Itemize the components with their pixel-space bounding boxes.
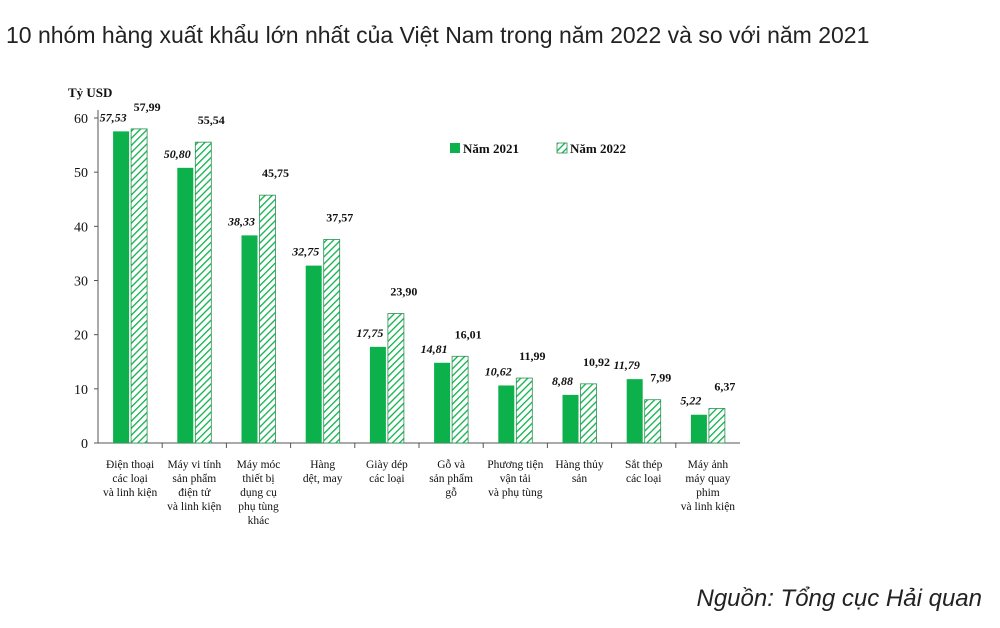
- data-label-2022: 16,01: [455, 327, 482, 341]
- category-label: Hàng thủy sản: [555, 459, 603, 485]
- category-label-line: dệt, may: [303, 473, 343, 485]
- data-label-2022: 10,92: [583, 355, 610, 369]
- category-label-line: phụ tùng: [238, 501, 279, 513]
- bar-2022: [323, 239, 341, 444]
- category-label-line: phim: [696, 487, 720, 499]
- source-note: Nguồn: Tổng cục Hải quan: [696, 585, 982, 612]
- y-tick-label: 60: [74, 112, 88, 127]
- category-label-line: và linh kiện: [103, 487, 158, 499]
- y-tick-label: 10: [74, 383, 88, 398]
- data-label-2021: 17,75: [356, 326, 383, 340]
- category-label-line: Máy vi tính: [167, 459, 221, 471]
- data-label-2021: 57,53: [100, 110, 127, 124]
- data-label-2021: 32,75: [291, 245, 319, 259]
- data-label-2022: 55,54: [198, 113, 225, 127]
- bar-2021: [369, 346, 386, 443]
- data-label-2022: 7,99: [650, 371, 671, 385]
- data-label-2022: 45,75: [262, 166, 289, 180]
- category-label-line: các loại: [112, 473, 147, 485]
- legend-swatch-2021: [450, 143, 460, 153]
- category-label-line: các loại: [369, 473, 404, 485]
- y-tick-label: 30: [74, 275, 88, 290]
- category-label-line: sản: [572, 473, 588, 485]
- category-label-line: Hàng thủy: [555, 459, 603, 471]
- category-label-line: Giày dép: [366, 459, 408, 471]
- bar-2022: [130, 128, 148, 444]
- category-label: Máy móc thiết bị dụng cụ phụ tùng khác: [237, 459, 281, 527]
- category-label-line: và linh kiện: [167, 501, 222, 513]
- bar-2022: [644, 399, 662, 444]
- category-label-line: các loại: [626, 473, 661, 485]
- bar-2021: [177, 167, 194, 444]
- category-label-line: gỗ: [445, 486, 457, 499]
- y-tick-label: 0: [81, 437, 88, 452]
- bar-2021: [305, 265, 322, 443]
- data-label-2022: 6,37: [714, 379, 735, 393]
- category-label-line: thiết bị: [242, 472, 274, 485]
- data-label-2021: 5,22: [680, 394, 701, 408]
- category-label-line: sản phẩm: [429, 472, 473, 485]
- data-label-2022: 37,57: [326, 210, 353, 224]
- data-label-2021: 14,81: [421, 342, 448, 356]
- data-label-2021: 50,80: [164, 147, 191, 161]
- category-label-line: điện tử: [178, 487, 211, 499]
- category-label-line: Gỗ và: [437, 458, 465, 471]
- category-label: Hàng dệt, may: [303, 459, 343, 485]
- category-label: Máy ảnh máy quay phim và linh kiện: [681, 459, 736, 513]
- data-label-2022: 57,99: [134, 100, 161, 114]
- bar-2021: [626, 379, 643, 443]
- bar-2021: [498, 385, 515, 443]
- y-tick-label: 20: [74, 329, 88, 344]
- bar-2021: [113, 131, 130, 444]
- category-label-line: dụng cụ: [240, 487, 277, 499]
- category-label: Gỗ và sản phẩm gỗ: [429, 458, 473, 499]
- data-label-2021: 10,62: [485, 364, 512, 378]
- bar-2022: [708, 408, 726, 444]
- category-label-line: Máy ảnh: [688, 459, 729, 471]
- category-label-line: và linh kiện: [681, 501, 736, 513]
- y-tick-label: 50: [74, 166, 88, 181]
- data-label-2022: 11,99: [519, 349, 545, 363]
- category-label-line: Máy móc: [237, 459, 281, 471]
- category-label-line: Hàng: [310, 459, 335, 471]
- legend-label-2022: Năm 2022: [570, 141, 626, 156]
- data-label-2021: 11,79: [614, 358, 640, 372]
- bar-2022: [515, 377, 533, 444]
- category-label-line: vận tải: [500, 473, 531, 485]
- category-label-line: khác: [248, 515, 270, 527]
- data-label-2021: 8,88: [552, 374, 573, 388]
- category-label-line: sản phẩm: [172, 472, 216, 485]
- category-label: Giày dép các loại: [366, 459, 408, 485]
- bar-2021: [434, 362, 451, 443]
- category-label-line: Phương tiện: [487, 459, 543, 471]
- bar-2021: [690, 414, 707, 443]
- category-label: Điện thoại các loại và linh kiện: [103, 459, 158, 499]
- y-tick-label: 40: [74, 220, 88, 235]
- bar-2022: [259, 194, 276, 444]
- category-label: Phương tiện vận tải và phụ tùng: [487, 459, 543, 499]
- chart-title: 10 nhóm hàng xuất khẩu lớn nhất của Việt…: [6, 22, 870, 48]
- category-label-line: Sắt thép: [625, 458, 663, 471]
- bar-2022: [194, 141, 212, 444]
- data-label-2021: 38,33: [227, 214, 255, 228]
- bar-2022: [451, 355, 469, 444]
- category-label: Sắt thép các loại: [625, 458, 663, 485]
- y-axis-unit: Tỷ USD: [68, 85, 112, 100]
- bar-2022: [580, 383, 597, 444]
- category-label-line: Điện thoại: [106, 459, 154, 471]
- data-label-2022: 23,90: [390, 285, 417, 299]
- category-label: Máy vi tính sản phẩm điện tử và linh kiện: [167, 459, 222, 513]
- category-label-line: máy quay: [685, 473, 730, 485]
- bar-2021: [562, 394, 579, 443]
- bar-2021: [241, 235, 258, 443]
- legend-label-2021: Năm 2021: [463, 141, 519, 156]
- bar-2022: [387, 313, 405, 444]
- category-label-line: và phụ tùng: [488, 487, 543, 499]
- legend-swatch-2022: [556, 142, 568, 154]
